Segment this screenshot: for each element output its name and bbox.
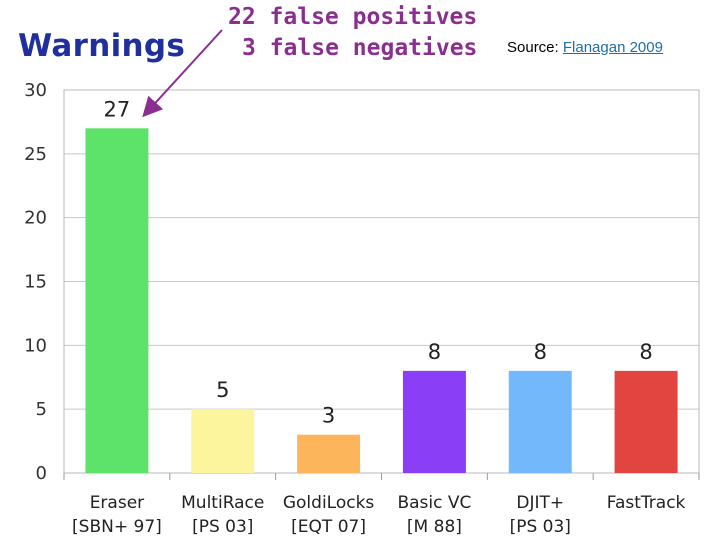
- y-tick-label: 0: [36, 463, 47, 484]
- category-citation: [EQT 07]: [291, 517, 366, 537]
- gridlines: [64, 89, 699, 474]
- y-tick-label: 20: [24, 208, 47, 229]
- y-tick-label: 15: [24, 272, 47, 293]
- category-citation: [SBN+ 97]: [72, 517, 162, 537]
- y-tick-label: 5: [36, 399, 47, 420]
- source-link[interactable]: Flanagan 2009: [562, 39, 663, 56]
- category-label: GoldiLocks: [283, 493, 375, 513]
- category-label: Eraser: [90, 493, 144, 513]
- source-prefix: Source:: [507, 39, 563, 56]
- category-label: MultiRace: [181, 493, 264, 513]
- source-citation: Source: Flanagan 2009: [507, 39, 663, 56]
- axes: [63, 89, 700, 480]
- bar-eraser: [85, 128, 149, 474]
- category-citation: [PS 03]: [192, 517, 253, 537]
- y-tick-label: 25: [24, 144, 47, 165]
- data-label: 8: [639, 340, 652, 364]
- bars: [85, 128, 678, 474]
- bar-goldilocks: [297, 434, 361, 473]
- category-citation: [PS 03]: [510, 517, 571, 537]
- bar-basic-vc: [402, 370, 466, 473]
- category-label: FastTrack: [607, 493, 686, 513]
- y-tick-label: 30: [24, 80, 47, 101]
- bar-fasttrack: [614, 370, 678, 473]
- bar-multirace: [191, 409, 255, 473]
- data-label: 3: [322, 404, 335, 428]
- bar-djit-: [508, 370, 572, 473]
- data-label: 8: [428, 340, 441, 364]
- category-label: DJIT+: [516, 493, 564, 513]
- annotation-arrow: [142, 29, 223, 118]
- y-tick-label: 10: [24, 335, 47, 356]
- data-label: 5: [216, 378, 229, 402]
- note-line-1: 22 false positives: [228, 4, 478, 30]
- labels: 0 5 10 15 20 25 30 27 Eraser [SBN+ 97] 5 MultiRace […: [24, 80, 685, 537]
- note-line-2: 3 false negatives: [242, 35, 478, 61]
- category-citation: [M 88]: [407, 517, 462, 537]
- annotation-note: 22 false positives 3 false negatives: [228, 2, 477, 64]
- data-label: 8: [534, 340, 547, 364]
- chart-title: Warnings: [18, 28, 186, 64]
- category-label: Basic VC: [397, 493, 471, 513]
- data-label: 27: [104, 97, 131, 121]
